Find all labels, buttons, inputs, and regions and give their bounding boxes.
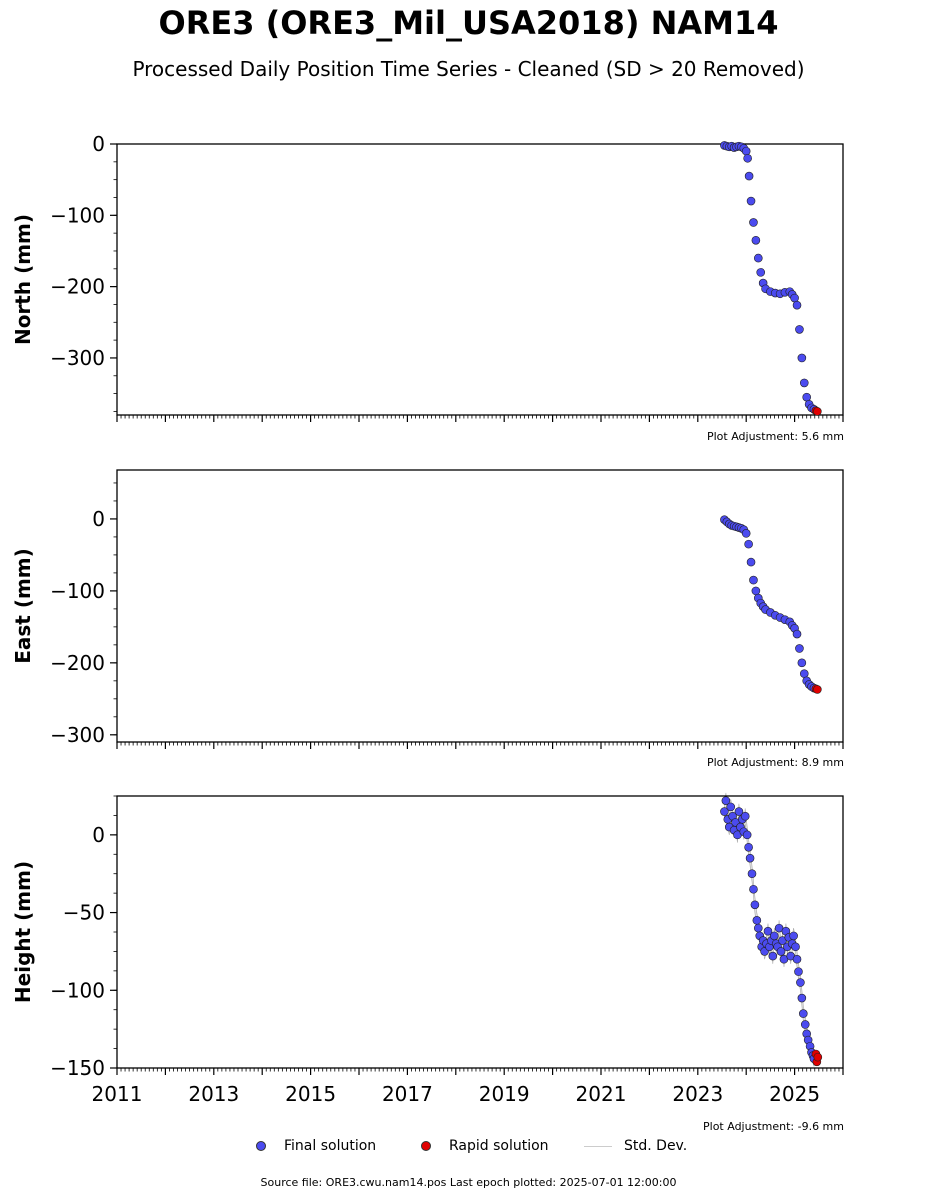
height-final-point xyxy=(740,811,750,821)
height-final-point xyxy=(799,1009,808,1018)
height-final-point xyxy=(789,931,798,941)
height-final-point xyxy=(720,807,729,816)
north-y-axis-label: North (mm) xyxy=(11,214,35,345)
height-final-point xyxy=(747,869,757,879)
legend-rapid: Rapid solution xyxy=(421,1138,549,1154)
east-final-point xyxy=(744,539,753,549)
chart-subtitle: Processed Daily Position Time Series - C… xyxy=(132,57,805,81)
height-x-tick-label: 2019 xyxy=(479,1082,530,1106)
final-marker-icon xyxy=(256,1141,266,1151)
height-x-tick-label: 2017 xyxy=(382,1082,433,1106)
east-y-tick-label: 0 xyxy=(92,507,105,531)
north-plot-adjustment: Plot Adjustment: 5.6 mm xyxy=(706,430,844,443)
height-final-point xyxy=(792,954,802,964)
height-final-point xyxy=(750,900,760,910)
height-final-point xyxy=(794,967,803,976)
rapid-marker-icon xyxy=(421,1141,431,1151)
height-x-tick-label: 2021 xyxy=(576,1082,627,1106)
height-final-point xyxy=(742,830,752,840)
east-final-point xyxy=(795,644,804,653)
north-final-point xyxy=(795,325,804,334)
east-y-tick-label: −300 xyxy=(50,723,105,747)
east-final-point xyxy=(799,669,809,678)
east-final-point xyxy=(741,529,751,538)
height-plot-adjustment: Plot Adjustment: -9.6 mm xyxy=(703,1120,844,1133)
height-final-point xyxy=(726,802,736,812)
north-final-point xyxy=(749,218,758,227)
height-y-tick-label: −50 xyxy=(63,901,105,925)
height-x-tick-label: 2015 xyxy=(285,1082,336,1106)
north-y-tick-label: −200 xyxy=(50,275,105,299)
legend: Final solution Rapid solution Std. Dev. xyxy=(0,1136,937,1158)
north-final-point xyxy=(799,378,809,388)
height-y-tick-label: 0 xyxy=(92,823,105,847)
legend-rapid-label: Rapid solution xyxy=(449,1138,549,1154)
height-rapid-point xyxy=(813,1052,823,1062)
east-rapid-point xyxy=(813,685,822,694)
height-final-point xyxy=(796,978,805,987)
height-final-point xyxy=(745,853,755,863)
north-final-point xyxy=(797,353,807,363)
north-final-point xyxy=(746,196,756,206)
source-footer: Source file: ORE3.cwu.nam14.pos Last epo… xyxy=(260,1176,677,1189)
height-y-axis-label: Height (mm) xyxy=(11,861,35,1003)
east-y-tick-label: −200 xyxy=(50,651,105,675)
north-rapid-point xyxy=(813,407,822,416)
height-final-point xyxy=(734,807,744,816)
north-y-tick-label: −100 xyxy=(50,203,105,227)
height-final-point xyxy=(797,993,807,1003)
height-final-point xyxy=(744,842,753,852)
std-line-icon xyxy=(584,1145,612,1147)
height-x-tick-label: 2011 xyxy=(92,1082,143,1106)
east-final-point xyxy=(797,658,807,668)
height-final-point xyxy=(768,951,778,961)
height-y-tick-label: −150 xyxy=(50,1056,105,1080)
height-final-point xyxy=(749,884,758,894)
height-x-tick-label: 2023 xyxy=(672,1082,723,1106)
east-y-axis-label: East (mm) xyxy=(11,548,35,664)
east-final-point xyxy=(746,557,756,567)
height-x-tick-label: 2025 xyxy=(769,1082,820,1106)
chart-title: ORE3 (ORE3_Mil_USA2018) NAM14 xyxy=(158,4,779,42)
north-y-tick-label: 0 xyxy=(92,132,105,156)
north-final-point xyxy=(751,235,761,245)
legend-final-label: Final solution xyxy=(284,1138,377,1154)
legend-std-label: Std. Dev. xyxy=(624,1138,688,1154)
height-y-tick-label: −100 xyxy=(50,978,105,1002)
east-final-point xyxy=(792,629,802,639)
height-final-point xyxy=(800,1020,810,1029)
legend-std: Std. Dev. xyxy=(584,1138,687,1154)
north-final-point xyxy=(743,153,752,163)
east-final-point xyxy=(749,575,758,585)
north-frame xyxy=(116,143,844,416)
height-final-point xyxy=(753,923,763,933)
north-final-point xyxy=(753,253,763,263)
height-final-point xyxy=(721,796,731,805)
north-y-tick-label: −300 xyxy=(50,346,105,370)
height-final-point xyxy=(769,931,779,941)
north-final-point xyxy=(756,268,766,277)
north-final-point xyxy=(790,293,799,303)
north-final-point xyxy=(802,392,812,402)
height-final-point xyxy=(752,916,762,925)
height-final-point xyxy=(776,947,786,956)
height-x-tick-label: 2013 xyxy=(188,1082,239,1106)
east-frame xyxy=(116,469,844,743)
height-final-point xyxy=(791,942,800,952)
north-final-point xyxy=(744,171,754,181)
east-final-point xyxy=(751,586,761,596)
height-final-point xyxy=(763,926,773,936)
east-y-tick-label: −100 xyxy=(50,579,105,603)
north-final-point xyxy=(741,146,751,156)
north-final-point xyxy=(792,300,802,310)
legend-final: Final solution xyxy=(256,1138,376,1154)
east-plot-adjustment: Plot Adjustment: 8.9 mm xyxy=(706,756,844,769)
